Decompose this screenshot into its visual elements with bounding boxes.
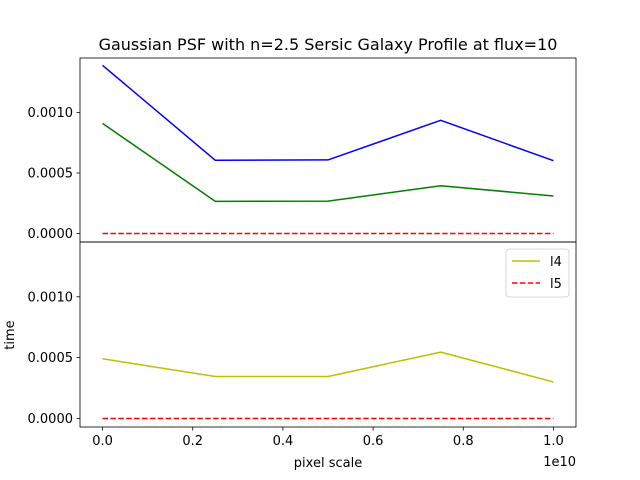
panel-1-frame xyxy=(79,241,577,428)
panel-1-y-tick-label: 0.0005 xyxy=(28,351,74,366)
x-tick-label: 0.8 xyxy=(453,434,474,449)
x-tick-label: 0.4 xyxy=(273,434,294,449)
panel-0-frame xyxy=(79,57,577,243)
y-axis-label: time xyxy=(3,320,18,349)
x-tick-label: 0.2 xyxy=(182,434,203,449)
chart-title: Gaussian PSF with n=2.5 Sersic Galaxy Pr… xyxy=(99,35,558,54)
x-tick-label: 0.0 xyxy=(92,434,113,449)
panel-0-y-tick-label: 0.0010 xyxy=(28,106,74,121)
legend-label-l4: l4 xyxy=(550,255,562,270)
panel-1-series-0-line xyxy=(102,351,554,383)
x-tick-label: 0.6 xyxy=(363,434,384,449)
bottom-panel: 0.0000 0.0005 0.0010 xyxy=(28,241,577,428)
top-panel: 0.0000 0.0005 0.0010 xyxy=(28,57,577,243)
panel-0-series-0-line xyxy=(102,64,554,162)
x-axis-label: pixel scale xyxy=(294,456,362,471)
panel-1-y-tick-label: 0.0010 xyxy=(28,290,74,305)
panel-1-y-tick-label: 0.0000 xyxy=(28,412,74,427)
panel-0-series-1-line xyxy=(102,122,554,203)
x-axis: 0.0 0.2 0.4 0.6 0.8 1.0 xyxy=(92,427,564,449)
x-tick-label: 1.0 xyxy=(543,434,564,449)
panel-0-y-tick-label: 0.0000 xyxy=(28,227,74,242)
panel-0-y-tick-label: 0.0005 xyxy=(28,167,74,182)
legend-label-l5: l5 xyxy=(550,277,562,292)
x-offset-label: 1e10 xyxy=(543,455,576,470)
